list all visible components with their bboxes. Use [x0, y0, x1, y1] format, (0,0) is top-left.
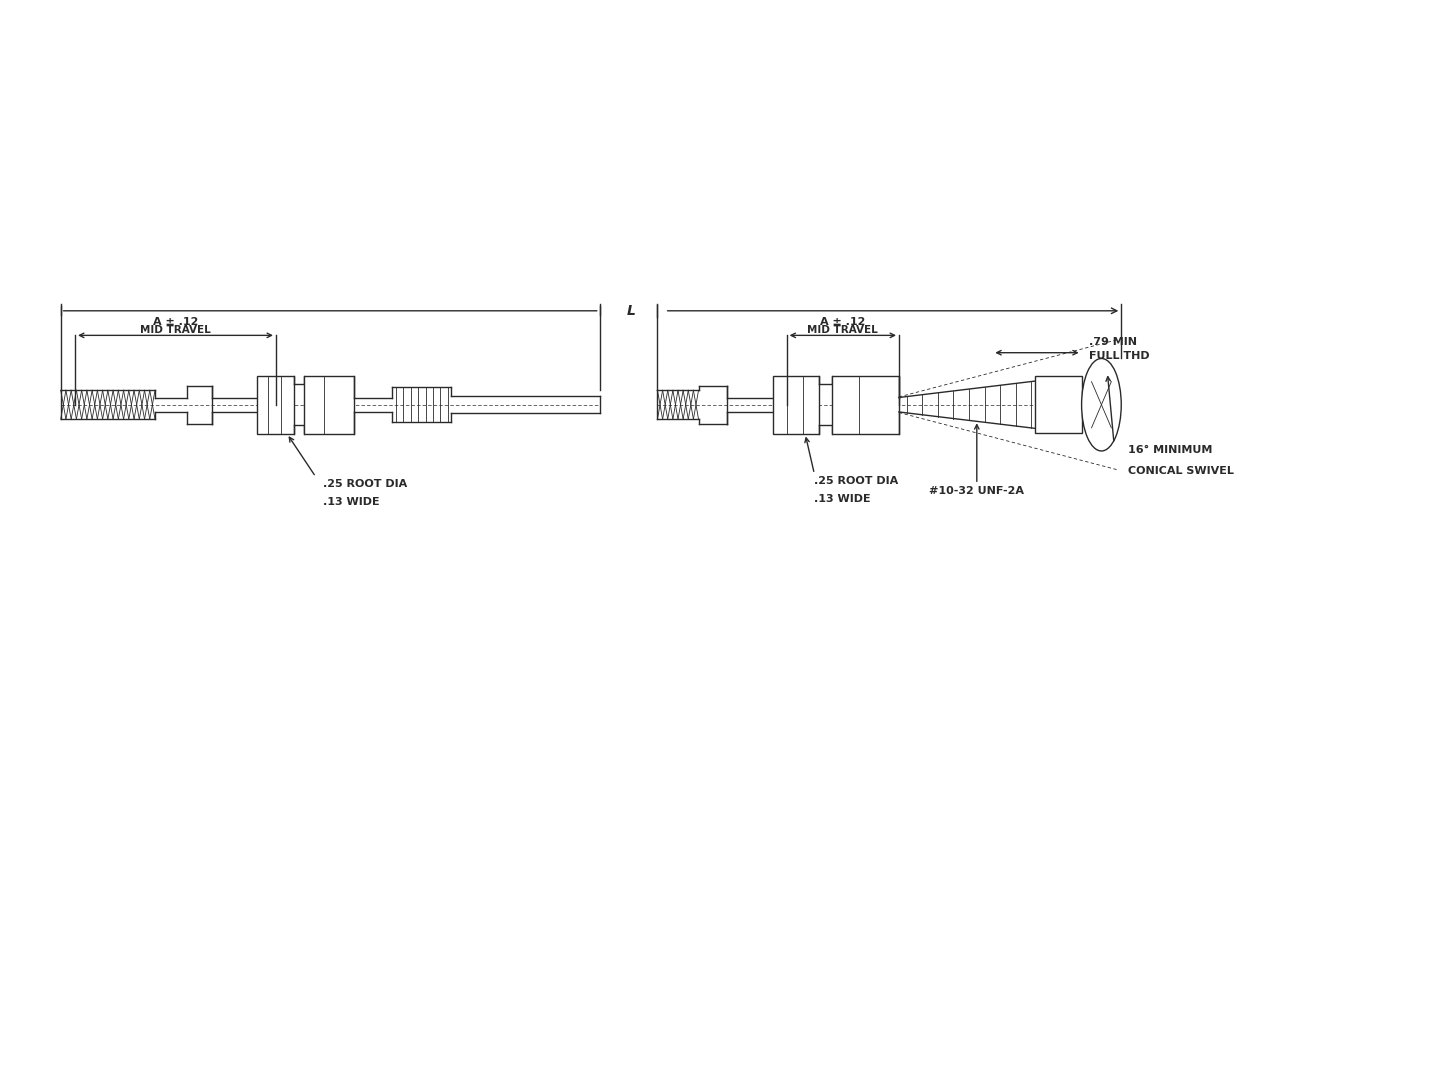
Text: MID TRAVEL: MID TRAVEL: [140, 325, 211, 335]
Text: .13 WIDE: .13 WIDE: [324, 498, 380, 507]
Bar: [303, 376, 354, 434]
Text: MID TRAVEL: MID TRAVEL: [808, 325, 879, 335]
Ellipse shape: [1082, 359, 1121, 451]
Text: 16° MINIMUM: 16° MINIMUM: [1129, 446, 1212, 455]
Bar: [832, 376, 899, 434]
Text: .25 ROOT DIA: .25 ROOT DIA: [324, 478, 407, 489]
Text: CONICAL SWIVEL: CONICAL SWIVEL: [1129, 465, 1234, 476]
Text: #10-32 UNF-2A: #10-32 UNF-2A: [929, 486, 1025, 495]
Text: A ± .12: A ± .12: [153, 317, 198, 326]
Text: FULL THD: FULL THD: [1090, 351, 1149, 361]
Text: L: L: [627, 304, 636, 318]
Text: .13 WIDE: .13 WIDE: [815, 494, 871, 504]
Text: A ± .12: A ± .12: [821, 317, 866, 326]
Bar: [1035, 376, 1082, 434]
Bar: [257, 376, 295, 434]
Bar: [773, 376, 819, 434]
Text: .25 ROOT DIA: .25 ROOT DIA: [815, 476, 899, 486]
Text: .79 MIN: .79 MIN: [1090, 337, 1137, 347]
